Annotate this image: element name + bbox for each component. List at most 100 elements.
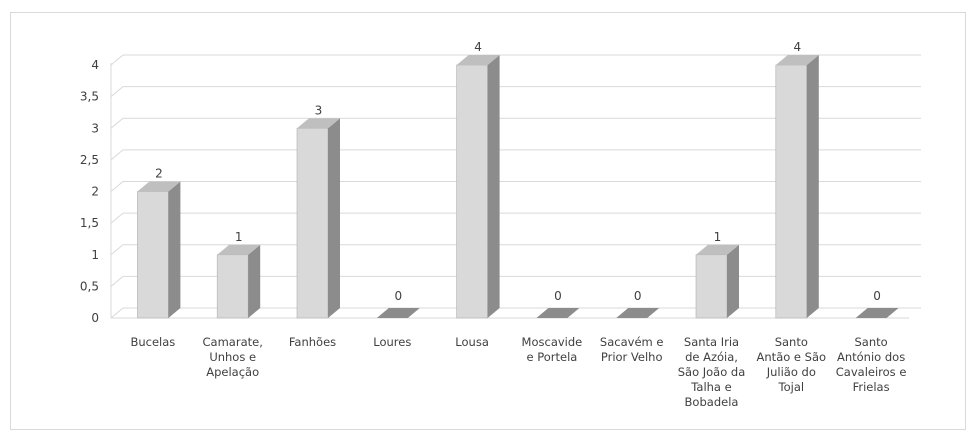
gridline-depth [110, 86, 124, 98]
x-tick-label: Bucelas [130, 335, 175, 349]
gridline-depth [110, 244, 124, 256]
x-tick-label-line: Bucelas [130, 335, 175, 349]
gridline-depth [110, 212, 124, 224]
bar-chart: 0 0,5 1 1,5 2 2,5 3 3,5 4 2 1 3 0 4 0 0 1 4 0 Bucelas Cama… [80, 40, 921, 409]
gridline-depth [110, 181, 124, 192]
x-tick-label-line: Bobadela [685, 395, 739, 409]
bar [775, 55, 819, 319]
gridline-depth [110, 307, 124, 319]
x-tick-label-line: Cavaleiros e [836, 365, 907, 379]
bar [855, 308, 899, 318]
x-tick-label-line: Apelação [206, 365, 259, 379]
data-label: 0 [634, 289, 642, 303]
x-tick-label: Lousa [455, 335, 489, 349]
y-tick-label: 3,5 [80, 90, 99, 104]
x-tick-label: Loures [373, 335, 411, 349]
y-tick-label: 1 [91, 248, 99, 262]
x-tick-label-line: Tojal [778, 380, 805, 394]
x-tick-label-line: Antão e São [757, 350, 827, 364]
bar-top [297, 118, 340, 129]
bar-front [775, 64, 808, 319]
gridline-depth [110, 149, 124, 161]
bar [137, 181, 181, 319]
y-tick-label: 0,5 [80, 279, 99, 293]
data-label: 0 [394, 289, 402, 303]
data-label: 0 [873, 289, 881, 303]
x-tick-label-line: Loures [373, 335, 411, 349]
x-tick-label-line: Frielas [853, 380, 890, 394]
bar [456, 55, 500, 319]
chart-area: 0 0,5 1 1,5 2 2,5 3 3,5 4 2 1 3 0 4 0 0 1 4 0 Bucelas Cama… [10, 12, 966, 430]
bar-side [328, 118, 340, 318]
bar-zero [855, 308, 899, 318]
bar-side [727, 244, 739, 318]
bar [695, 244, 739, 319]
bar-side [806, 55, 819, 318]
x-tick-label-line: São João da [678, 365, 746, 379]
x-tick-label-line: Prior Velho [601, 350, 663, 364]
y-tick-label: 4 [91, 58, 99, 72]
x-tick-label-line: Santo [775, 335, 808, 349]
y-tick-label: 0 [91, 311, 99, 325]
data-label: 1 [714, 230, 722, 244]
x-tick-label-line: Fanhões [289, 335, 336, 349]
x-tick-label-line: Camarate, [203, 335, 263, 349]
x-tick-label-line: Santa Iria [684, 335, 739, 349]
bar-front [296, 127, 329, 319]
bar-side [487, 55, 500, 318]
x-tick-label: Sacavém e Prior Velho [600, 335, 664, 364]
bar-zero [536, 308, 580, 318]
y-tick-label: 1,5 [80, 216, 99, 230]
bar-front [216, 254, 249, 319]
x-tick-label: Santo António dos Cavaleiros e Frielas [836, 335, 907, 394]
x-tick-label: Santa Iria de Azóia, São João da Talha e Bob… [678, 335, 746, 409]
gridline-depth [110, 54, 124, 66]
bar-top [217, 244, 261, 255]
bars [137, 55, 899, 319]
data-label: 4 [793, 40, 801, 54]
bar-side [248, 244, 261, 318]
x-tick-label: Moscavide e Portela [522, 335, 583, 364]
y-tick-label: 2,5 [80, 153, 99, 167]
y-tick-label: 2 [91, 185, 99, 199]
x-axis-category-labels: Bucelas Camarate, Unhos e Apelação Fanhões Lo… [130, 335, 906, 409]
gridline-depth [110, 117, 124, 129]
x-tick-label: Camarate, Unhos e Apelação [203, 335, 263, 379]
y-tick-label: 3 [91, 121, 99, 135]
bar-top [137, 181, 181, 192]
gridline-depth [110, 275, 124, 287]
bar [536, 308, 580, 318]
bar-front [456, 64, 488, 319]
bar-top [456, 55, 500, 65]
bar-front [695, 254, 728, 319]
x-tick-label: Fanhões [289, 335, 336, 349]
data-label: 1 [235, 230, 243, 244]
bar [296, 118, 340, 319]
x-tick-label: Santo Antão e São Julião do Tojal [757, 335, 827, 394]
data-label: 4 [474, 40, 482, 54]
x-tick-label-line: e Portela [526, 350, 577, 364]
x-tick-label-line: Talha e [690, 380, 731, 394]
bar-top [775, 55, 819, 65]
data-label: 2 [155, 167, 163, 181]
bar-zero [376, 308, 420, 318]
x-tick-label-line: de Azóia, [685, 350, 738, 364]
data-label: 3 [315, 103, 323, 117]
data-label: 0 [554, 289, 562, 303]
x-tick-label-line: Julião do [766, 365, 816, 379]
x-tick-label-line: Lousa [455, 335, 489, 349]
bar-zero [616, 308, 660, 318]
x-tick-label-line: Unhos e [209, 350, 256, 364]
bar-side [168, 181, 181, 318]
bar-top [696, 244, 739, 255]
x-tick-label-line: Sacavém e [600, 335, 664, 349]
y-axis-tick-labels: 0 0,5 1 1,5 2 2,5 3 3,5 4 [80, 58, 99, 325]
bar-front [137, 191, 169, 319]
x-tick-label-line: António dos [837, 350, 905, 364]
bar [216, 244, 261, 319]
bar [376, 308, 420, 318]
data-labels: 2 1 3 0 4 0 0 1 4 0 [155, 40, 881, 303]
bar [616, 308, 660, 318]
x-tick-label-line: Santo [855, 335, 888, 349]
x-tick-label-line: Moscavide [522, 335, 583, 349]
